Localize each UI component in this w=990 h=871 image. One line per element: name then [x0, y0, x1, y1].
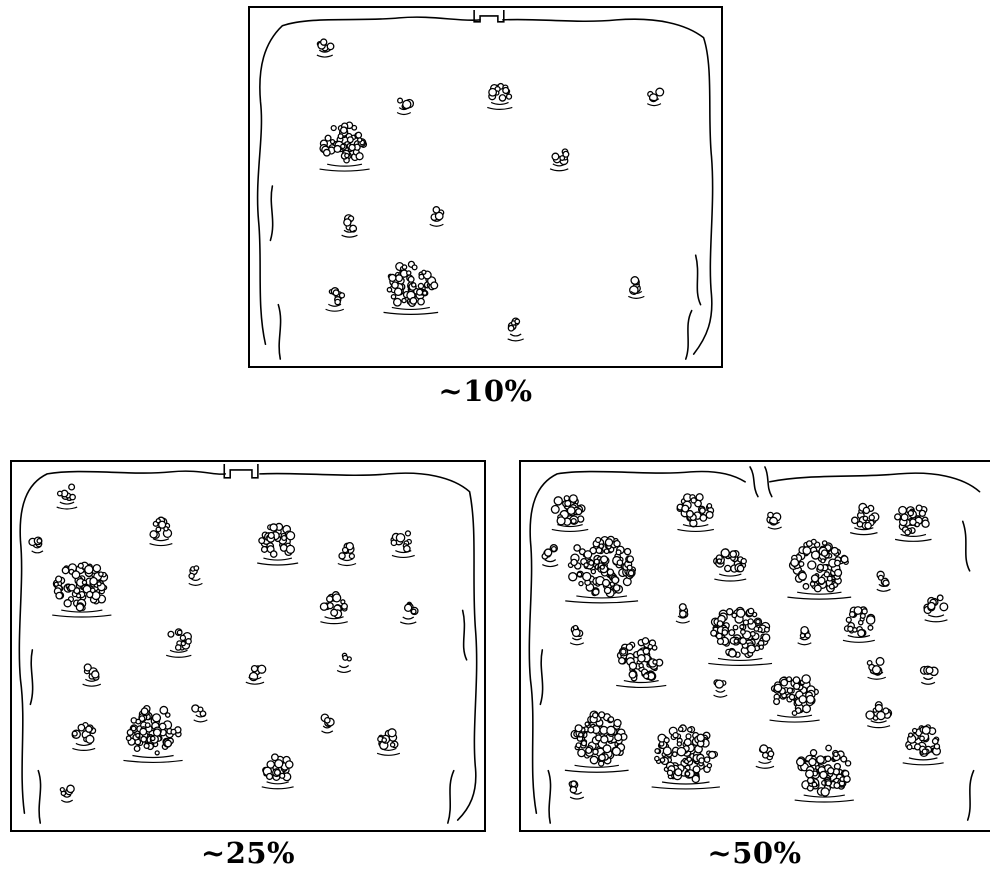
- plant-clump: [257, 522, 299, 566]
- plant-clump: [755, 744, 775, 769]
- plant-clump: [166, 628, 192, 658]
- plant-clump: [708, 606, 773, 666]
- plant-clump: [320, 713, 335, 734]
- plant-clump: [842, 606, 876, 643]
- coverage-panel-50: ~50%: [519, 460, 990, 871]
- coverage-label: ~50%: [707, 836, 802, 870]
- plant-clump: [549, 148, 570, 172]
- plant-clump: [341, 214, 358, 238]
- coverage-label: ~25%: [200, 836, 296, 870]
- plant-clump: [794, 744, 854, 803]
- plant-clump: [565, 535, 639, 604]
- shoreline: [18, 470, 478, 824]
- pond-illustration-frame: [519, 460, 990, 832]
- plant-clump: [383, 260, 439, 315]
- plant-clump: [894, 504, 932, 542]
- pond-illustration-frame: [248, 6, 723, 368]
- plant-clump: [59, 784, 75, 803]
- plant-clump: [923, 594, 949, 623]
- plant-clump: [396, 97, 415, 116]
- plant-clump: [28, 536, 44, 554]
- plant-clump: [261, 753, 294, 790]
- plant-clumps: [541, 493, 949, 803]
- plant-clump: [390, 530, 415, 559]
- plant-clump: [651, 724, 720, 790]
- plant-clump: [71, 722, 97, 751]
- plant-clump: [902, 724, 944, 766]
- plant-clump: [507, 317, 524, 342]
- plant-clump: [336, 652, 352, 674]
- pond-illustration-frame: [10, 460, 486, 832]
- plant-clump: [769, 674, 820, 723]
- plant-clump: [399, 601, 419, 625]
- plant-clump: [149, 516, 173, 547]
- plant-clump: [82, 663, 102, 687]
- inlet-structure: [473, 9, 505, 23]
- plant-clumps: [316, 38, 665, 342]
- plant-clump: [675, 603, 690, 624]
- pond-illustration: [256, 9, 714, 360]
- plant-clump: [713, 548, 747, 582]
- plant-clump: [876, 570, 891, 592]
- plant-clump: [541, 544, 559, 568]
- coverage-label: ~10%: [438, 374, 533, 408]
- plant-clump: [319, 591, 348, 625]
- shoreline: [528, 466, 981, 824]
- plant-clump: [568, 780, 585, 800]
- plant-clump: [646, 87, 665, 107]
- coverage-panel-25: ~25%: [10, 460, 486, 871]
- plant-clump: [337, 541, 357, 567]
- plant-clump: [628, 276, 645, 299]
- shoreline: [256, 16, 714, 360]
- inlet-structure: [223, 463, 259, 479]
- plant-clump: [487, 82, 513, 110]
- plant-clump: [766, 511, 782, 530]
- plant-clump: [429, 206, 445, 227]
- plant-clump: [676, 493, 715, 533]
- plant-clump: [316, 38, 335, 58]
- plant-clump: [56, 483, 78, 510]
- plant-clumps: [28, 483, 419, 803]
- plant-clump: [123, 705, 183, 764]
- plant-clump: [865, 701, 893, 729]
- pond-illustration: [18, 463, 478, 824]
- plant-clump: [616, 637, 667, 689]
- coverage-panel-10: ~10%: [248, 6, 723, 408]
- plant-clump: [188, 565, 203, 586]
- plant-clump: [866, 656, 887, 680]
- plant-clump: [191, 704, 208, 723]
- plant-clump: [550, 494, 589, 533]
- plant-clump: [564, 710, 629, 773]
- plant-clump: [713, 679, 728, 698]
- plant-clump: [797, 625, 812, 646]
- plant-clump: [787, 538, 852, 600]
- pond-illustration: [528, 466, 981, 824]
- plant-clump: [245, 664, 267, 685]
- plant-clump: [52, 561, 112, 618]
- plant-clump: [376, 728, 401, 756]
- plant-clump: [319, 121, 370, 172]
- plant-clump: [325, 287, 346, 312]
- plant-clump: [919, 665, 939, 685]
- plant-clump: [850, 502, 880, 536]
- plant-clump: [569, 624, 585, 646]
